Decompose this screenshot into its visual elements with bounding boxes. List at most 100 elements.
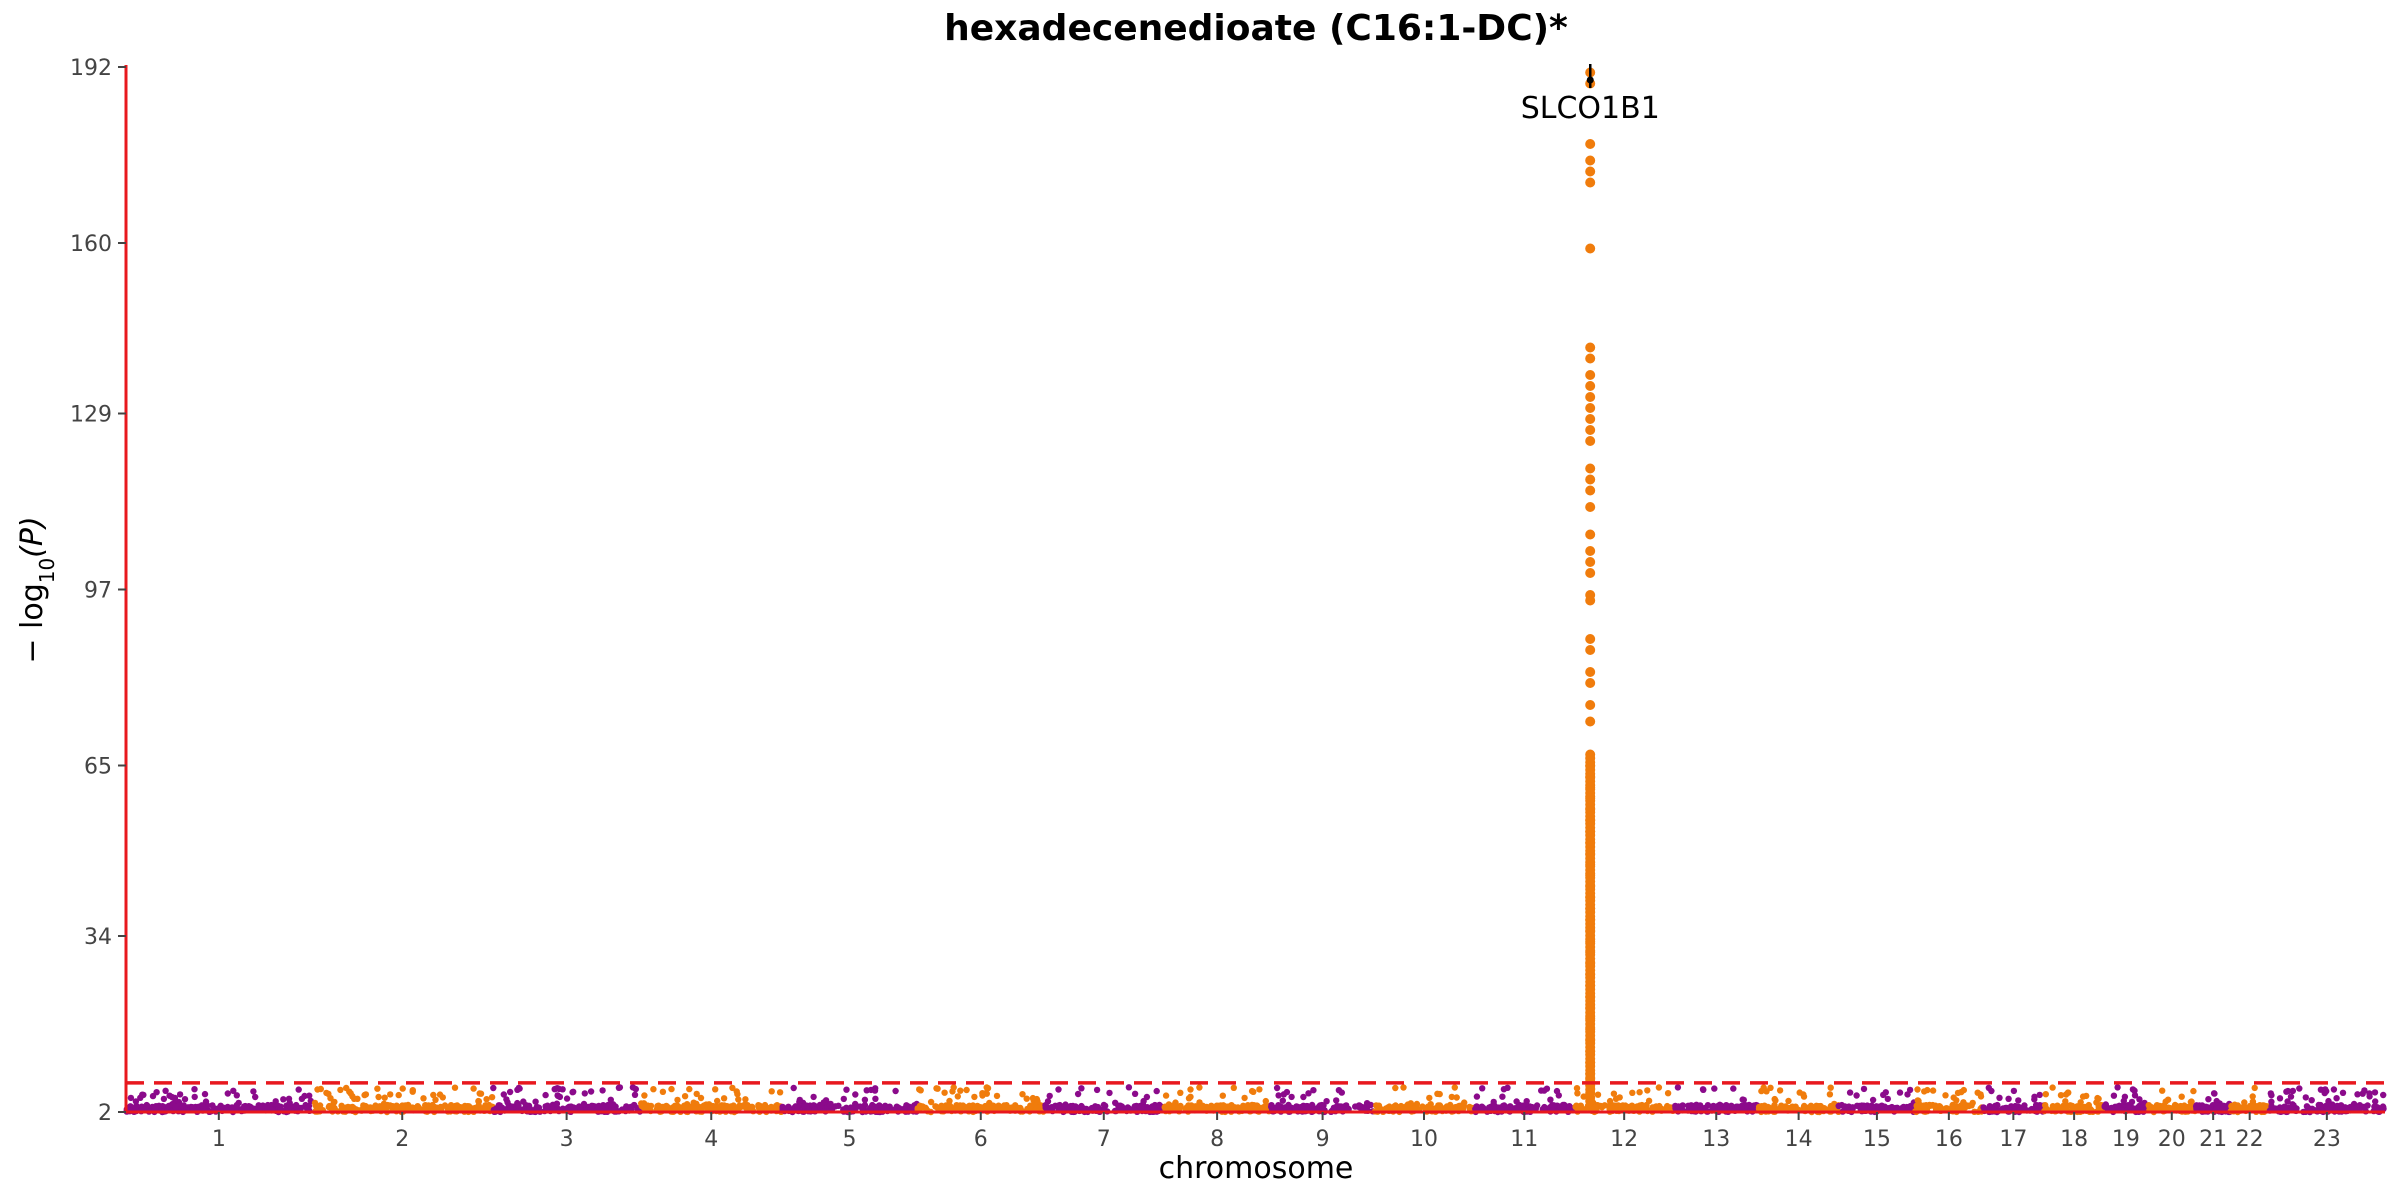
data-point bbox=[1636, 1089, 1643, 1096]
data-point bbox=[256, 1105, 263, 1112]
data-point bbox=[2049, 1084, 2056, 1091]
data-point bbox=[2284, 1098, 2291, 1105]
data-point bbox=[1574, 1090, 1581, 1097]
data-point bbox=[1308, 1101, 1316, 1109]
data-point bbox=[1187, 1086, 1194, 1093]
y-tick-label: 2 bbox=[98, 1101, 112, 1126]
data-point bbox=[2136, 1096, 2143, 1103]
data-point bbox=[1163, 1105, 1170, 1112]
data-point bbox=[2308, 1097, 2315, 1104]
data-point bbox=[979, 1090, 986, 1097]
data-point bbox=[1861, 1104, 1868, 1112]
data-point bbox=[588, 1103, 595, 1111]
data-point bbox=[162, 1087, 169, 1095]
data-point bbox=[983, 1084, 990, 1091]
data-point bbox=[1550, 1102, 1558, 1109]
data-point bbox=[1789, 1104, 1796, 1112]
peak-point bbox=[1585, 793, 1596, 804]
data-point bbox=[1473, 1093, 1481, 1100]
data-point bbox=[2171, 1101, 2179, 1109]
x-axis-label: chromosome bbox=[1159, 1151, 1354, 1186]
data-point bbox=[447, 1102, 455, 1109]
peak-point bbox=[1585, 502, 1596, 512]
data-point bbox=[1268, 1102, 1275, 1109]
data-point bbox=[292, 1102, 300, 1110]
data-point bbox=[1785, 1097, 1792, 1105]
x-tick-label: 4 bbox=[704, 1127, 718, 1152]
peak-point bbox=[1585, 925, 1596, 936]
data-point bbox=[500, 1091, 507, 1098]
data-point bbox=[140, 1091, 147, 1099]
peak-point bbox=[1585, 958, 1596, 969]
data-point bbox=[1555, 1092, 1563, 1099]
data-point bbox=[1876, 1103, 1883, 1110]
data-point bbox=[714, 1097, 721, 1105]
x-tick-label: 11 bbox=[1510, 1127, 1538, 1152]
data-point bbox=[436, 1091, 444, 1098]
data-point bbox=[2315, 1101, 2322, 1109]
data-point bbox=[2333, 1095, 2340, 1102]
data-point bbox=[1500, 1086, 1508, 1093]
data-point bbox=[432, 1096, 439, 1104]
data-point bbox=[686, 1085, 693, 1093]
data-point bbox=[1443, 1103, 1451, 1110]
data-point bbox=[737, 1103, 744, 1111]
data-point bbox=[668, 1085, 675, 1093]
peak-point bbox=[1585, 485, 1596, 496]
peak-point bbox=[1585, 139, 1596, 149]
data-point bbox=[1616, 1094, 1623, 1101]
data-point bbox=[1479, 1085, 1486, 1092]
data-point bbox=[1869, 1096, 1877, 1104]
y-label-subscript: 10 bbox=[35, 558, 59, 583]
annotation-dot bbox=[1586, 76, 1594, 84]
data-point bbox=[2287, 1093, 2295, 1100]
x-tick-label: 18 bbox=[2060, 1127, 2088, 1152]
data-point bbox=[1821, 1105, 1828, 1112]
data-point bbox=[490, 1084, 497, 1092]
y-tick-label: 192 bbox=[70, 56, 112, 81]
data-point bbox=[2380, 1104, 2387, 1111]
y-tick-label: 129 bbox=[70, 403, 112, 428]
data-point bbox=[1288, 1093, 1295, 1101]
data-point bbox=[607, 1096, 614, 1104]
data-point bbox=[1841, 1103, 1849, 1110]
data-point bbox=[1950, 1094, 1957, 1101]
data-point bbox=[1801, 1102, 1808, 1110]
data-point bbox=[1280, 1091, 1288, 1098]
data-point bbox=[1140, 1097, 1147, 1105]
data-point bbox=[280, 1096, 287, 1103]
data-point bbox=[1250, 1088, 1257, 1096]
x-axis-ticks: 1 2 3 4 5 6 7 8 9 10 11 12 13 14 15 16 17 18 19 20 21 22 23 bbox=[212, 1112, 2341, 1152]
peak-point bbox=[1585, 914, 1596, 925]
data-point bbox=[946, 1097, 953, 1105]
peak-point bbox=[1585, 1024, 1596, 1035]
data-point bbox=[516, 1085, 523, 1092]
data-point bbox=[1776, 1087, 1784, 1094]
data-point bbox=[2034, 1102, 2041, 1109]
data-point bbox=[647, 1102, 655, 1110]
data-point bbox=[1448, 1093, 1456, 1101]
data-point bbox=[571, 1105, 578, 1112]
data-point bbox=[1451, 1084, 1459, 1091]
data-point bbox=[1860, 1085, 1868, 1093]
peak-point bbox=[1585, 1046, 1596, 1057]
data-point bbox=[553, 1100, 561, 1107]
data-point bbox=[2159, 1087, 2166, 1094]
data-point bbox=[581, 1090, 588, 1097]
peak-point bbox=[1585, 595, 1596, 606]
data-point bbox=[2057, 1092, 2065, 1099]
data-point bbox=[2366, 1090, 2373, 1097]
data-point bbox=[1513, 1098, 1520, 1105]
peak-point bbox=[1585, 155, 1596, 166]
data-point bbox=[2350, 1105, 2358, 1112]
data-point bbox=[1391, 1103, 1398, 1110]
data-point bbox=[1965, 1102, 1973, 1110]
data-point bbox=[872, 1095, 879, 1103]
peak-point bbox=[1585, 881, 1596, 892]
peak-point bbox=[1585, 991, 1596, 1002]
peak-point bbox=[1585, 1035, 1596, 1046]
data-point bbox=[1896, 1089, 1904, 1096]
peak-point bbox=[1585, 980, 1596, 991]
y-tick-label: 97 bbox=[84, 579, 112, 604]
peak-point bbox=[1585, 414, 1596, 424]
